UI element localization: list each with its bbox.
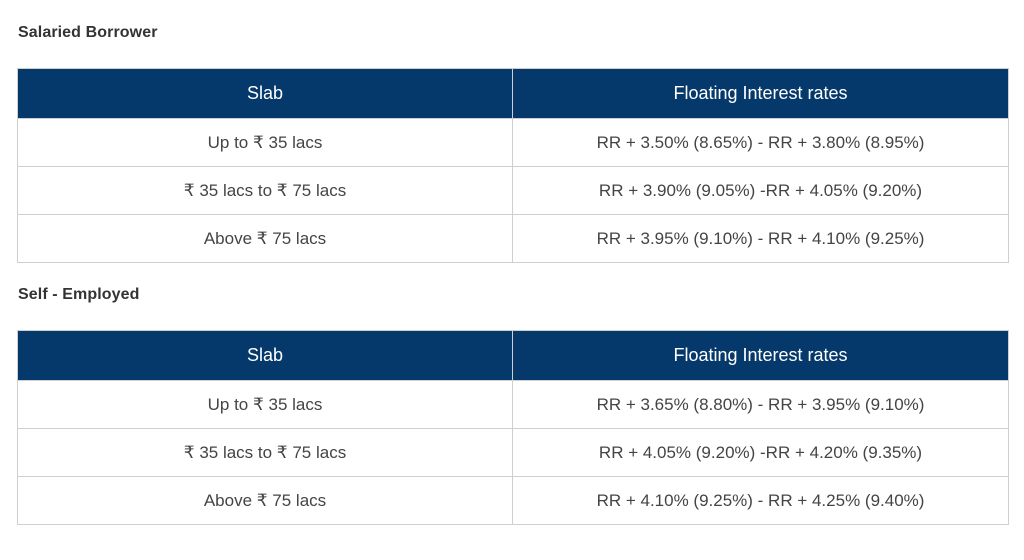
column-header-slab: Slab [17,330,513,381]
slab-cell: ₹ 35 lacs to ₹ 75 lacs [17,166,513,215]
rate-cell: RR + 3.50% (8.65%) - RR + 3.80% (8.95%) [512,118,1009,167]
table-header-row: Slab Floating Interest rates [17,68,1009,119]
table-row: ₹ 35 lacs to ₹ 75 lacs RR + 3.90% (9.05%… [17,166,1009,215]
rate-cell: RR + 3.90% (9.05%) -RR + 4.05% (9.20%) [512,166,1009,215]
table-row: Up to ₹ 35 lacs RR + 3.65% (8.80%) - RR … [17,380,1009,429]
table-header-row: Slab Floating Interest rates [17,330,1009,381]
slab-cell: Up to ₹ 35 lacs [17,380,513,429]
table-row: Above ₹ 75 lacs RR + 4.10% (9.25%) - RR … [17,476,1009,525]
column-header-floating-interest-rates: Floating Interest rates [512,330,1009,381]
table-row: ₹ 35 lacs to ₹ 75 lacs RR + 4.05% (9.20%… [17,428,1009,477]
slab-cell: ₹ 35 lacs to ₹ 75 lacs [17,428,513,477]
rate-cell: RR + 3.95% (9.10%) - RR + 4.10% (9.25%) [512,214,1009,263]
rate-cell: RR + 4.05% (9.20%) -RR + 4.20% (9.35%) [512,428,1009,477]
rate-cell: RR + 4.10% (9.25%) - RR + 4.25% (9.40%) [512,476,1009,525]
rate-cell: RR + 3.65% (8.80%) - RR + 3.95% (9.10%) [512,380,1009,429]
self-employed-rates-table: Slab Floating Interest rates Up to ₹ 35 … [17,330,1009,525]
slab-cell: Above ₹ 75 lacs [17,476,513,525]
salaried-rates-table: Slab Floating Interest rates Up to ₹ 35 … [17,68,1009,263]
slab-cell: Above ₹ 75 lacs [17,214,513,263]
self-employed-heading: Self - Employed [18,286,140,303]
slab-cell: Up to ₹ 35 lacs [17,118,513,167]
table-row: Up to ₹ 35 lacs RR + 3.50% (8.65%) - RR … [17,118,1009,167]
column-header-slab: Slab [17,68,513,119]
column-header-floating-interest-rates: Floating Interest rates [512,68,1009,119]
table-row: Above ₹ 75 lacs RR + 3.95% (9.10%) - RR … [17,214,1009,263]
salaried-borrower-heading: Salaried Borrower [18,24,158,41]
